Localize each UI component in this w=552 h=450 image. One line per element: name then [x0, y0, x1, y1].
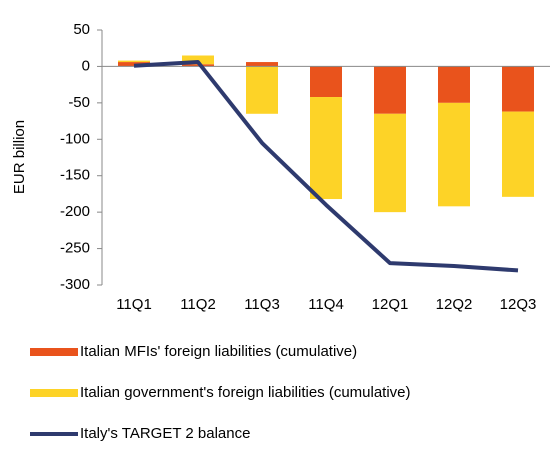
y-tick-label: 0: [82, 57, 90, 74]
bar: [182, 55, 214, 65]
bar: [246, 66, 278, 114]
legend-swatch: [30, 348, 78, 356]
bar: [182, 64, 214, 67]
bar: [502, 66, 534, 112]
y-tick-label: 50: [73, 21, 90, 38]
y-axis-label: EUR billion: [11, 120, 28, 194]
x-tick-label: 12Q3: [500, 296, 537, 313]
x-tick-label: 12Q2: [436, 296, 473, 313]
bar: [438, 102, 470, 207]
x-tick-label: 12Q1: [372, 296, 409, 313]
legend-label: Italy's TARGET 2 balance: [80, 425, 250, 442]
y-tick-label: -300: [60, 276, 90, 293]
bar: [374, 113, 406, 213]
bar: [310, 97, 342, 200]
bar: [118, 60, 150, 63]
x-tick-label: 11Q1: [116, 296, 152, 313]
legend-label: Italian government's foreign liabilities…: [80, 384, 411, 401]
legend-swatch: [30, 389, 78, 397]
x-tick-label: 11Q4: [308, 296, 344, 313]
bar: [246, 62, 278, 67]
line: [133, 60, 519, 273]
y-tick-label: -150: [60, 167, 90, 184]
y-tick-label: -200: [60, 203, 90, 220]
bar: [310, 66, 342, 98]
bar: [438, 66, 470, 103]
x-tick-label: 11Q3: [244, 296, 280, 313]
legend-label: Italian MFIs' foreign liabilities (cumul…: [80, 343, 357, 360]
y-tick-label: -100: [60, 130, 90, 147]
bar: [374, 66, 406, 114]
y-tick-label: -250: [60, 240, 90, 257]
bar: [502, 111, 534, 197]
x-tick-label: 11Q2: [180, 296, 216, 313]
y-tick-label: -50: [68, 94, 90, 111]
